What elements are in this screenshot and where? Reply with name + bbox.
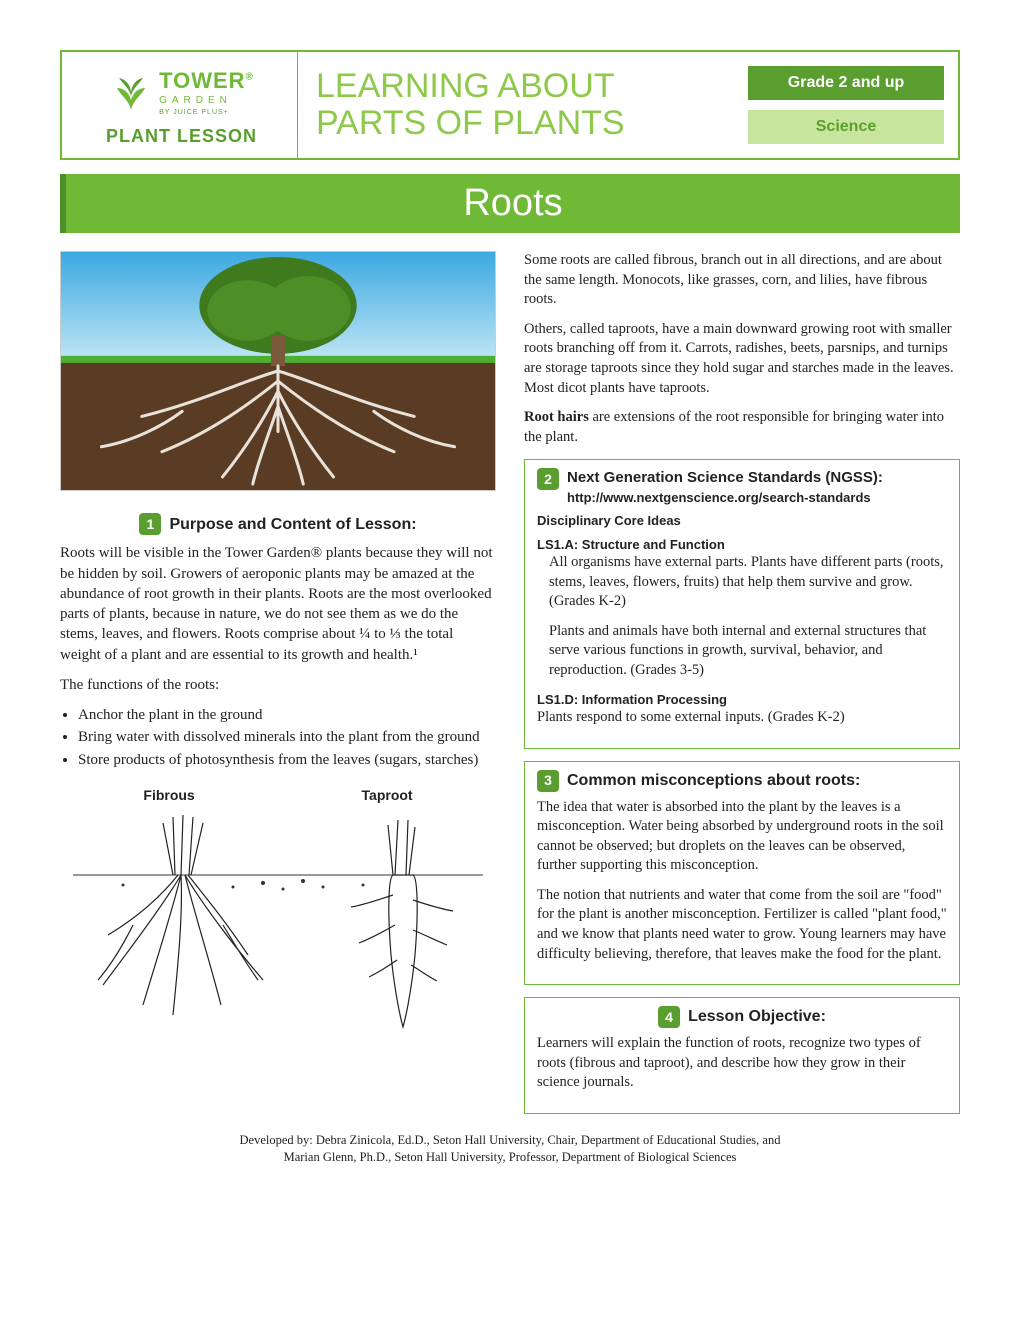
rt-para2: Others, called taproots, have a main dow…	[524, 320, 960, 398]
section1-heading: 1 Purpose and Content of Lesson:	[60, 513, 496, 535]
title-line2: PARTS OF PLANTS	[316, 105, 730, 142]
ls1a-header: LS1.A: Structure and Function	[537, 536, 947, 554]
left-column: 1 Purpose and Content of Lesson: Roots w…	[60, 251, 496, 1114]
root-types-diagram	[60, 805, 496, 1035]
section4-box: 4 Lesson Objective: Learners will explai…	[524, 997, 960, 1114]
logo-garden-text: GARDEN	[159, 94, 254, 108]
core-ideas-header: Disciplinary Core Ideas	[537, 512, 947, 530]
section3-p1: The idea that water is absorbed into the…	[537, 798, 947, 876]
section2-title: Next Generation Science Standards (NGSS)…	[567, 468, 883, 488]
leaf-icon	[109, 70, 153, 114]
section4-number: 4	[658, 1006, 680, 1028]
roots-title-bar: Roots	[60, 174, 960, 233]
footer-line2: Marian Glenn, Ph.D., Seton Hall Universi…	[60, 1149, 960, 1166]
logo-byline: BY JUICE PLUS+	[159, 108, 254, 117]
section2-number: 2	[537, 468, 559, 490]
logo-tower-text: TOWER®	[159, 66, 254, 96]
logo-cell: TOWER® GARDEN BY JUICE PLUS+ PLANT LESSO…	[62, 52, 297, 158]
title-cell: LEARNING ABOUT PARTS OF PLANTS	[297, 52, 748, 158]
section1-title: Purpose and Content of Lesson:	[169, 514, 416, 536]
section1-number: 1	[139, 513, 161, 535]
section1-para1: Roots will be visible in the Tower Garde…	[60, 543, 496, 665]
section4-p1: Learners will explain the function of ro…	[537, 1034, 947, 1093]
tree-roots-illustration	[60, 251, 496, 491]
ls1d-p1: Plants respond to some external inputs. …	[537, 708, 947, 728]
ls1a-p2: Plants and animals have both internal an…	[549, 622, 947, 681]
footer-line1: Developed by: Debra Zinicola, Ed.D., Set…	[60, 1132, 960, 1149]
section4-title: Lesson Objective:	[688, 1006, 826, 1028]
ls1d-header: LS1.D: Information Processing	[537, 691, 947, 709]
header-row: TOWER® GARDEN BY JUICE PLUS+ PLANT LESSO…	[62, 52, 958, 158]
badge-cell: Grade 2 and up Science	[748, 52, 958, 158]
title-line1: LEARNING ABOUT	[316, 68, 730, 105]
section2-link: http://www.nextgenscience.org/search-sta…	[567, 489, 883, 507]
section1-functions-list: Anchor the plant in the ground Bring wat…	[78, 705, 496, 770]
section3-p2: The notion that nutrients and water that…	[537, 886, 947, 964]
section2-heading: 2 Next Generation Science Standards (NGS…	[537, 468, 947, 506]
section3-number: 3	[537, 770, 559, 792]
root-type-labels: Fibrous Taproot	[60, 786, 496, 805]
plant-lesson-label: PLANT LESSON	[106, 124, 257, 148]
function-item: Bring water with dissolved minerals into…	[78, 727, 496, 747]
header-box: TOWER® GARDEN BY JUICE PLUS+ PLANT LESSO…	[60, 50, 960, 160]
fibrous-label: Fibrous	[143, 786, 194, 805]
section3-box: 3 Common misconceptions about roots: The…	[524, 761, 960, 986]
rt-para1: Some roots are called fibrous, branch ou…	[524, 251, 960, 310]
grade-badge: Grade 2 and up	[748, 66, 944, 100]
section4-heading: 4 Lesson Objective:	[537, 1006, 947, 1028]
main-columns: 1 Purpose and Content of Lesson: Roots w…	[60, 251, 960, 1114]
logo: TOWER® GARDEN BY JUICE PLUS+	[109, 66, 254, 118]
section2-box: 2 Next Generation Science Standards (NGS…	[524, 459, 960, 748]
section3-heading: 3 Common misconceptions about roots:	[537, 770, 947, 792]
footer-credits: Developed by: Debra Zinicola, Ed.D., Set…	[60, 1132, 960, 1166]
rt-para3: Root hairs are extensions of the root re…	[524, 408, 960, 447]
subject-badge: Science	[748, 110, 944, 144]
section3-title: Common misconceptions about roots:	[567, 770, 860, 792]
section1-func-intro: The functions of the roots:	[60, 675, 496, 695]
right-column: Some roots are called fibrous, branch ou…	[524, 251, 960, 1114]
taproot-label: Taproot	[362, 786, 413, 805]
function-item: Anchor the plant in the ground	[78, 705, 496, 725]
function-item: Store products of photosynthesis from th…	[78, 750, 496, 770]
ls1a-p1: All organisms have external parts. Plant…	[549, 553, 947, 612]
